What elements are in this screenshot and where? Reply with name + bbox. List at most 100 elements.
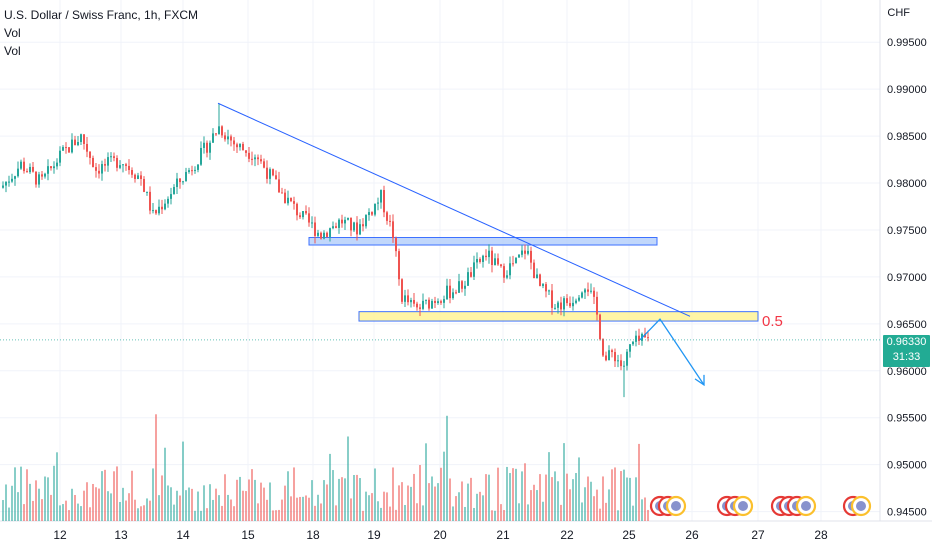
candle-body [461, 281, 463, 289]
candle-body [113, 156, 115, 158]
volume-bar [305, 495, 307, 521]
time-tick-label: 20 [433, 528, 447, 542]
last-price: 0.96330 [886, 336, 927, 348]
volume-bar [422, 505, 424, 521]
candle-body [389, 220, 391, 222]
volume-bar [584, 487, 586, 521]
volume-bar [521, 471, 523, 521]
volume-bar [206, 508, 208, 521]
candle-body [488, 250, 490, 258]
volume-bar [65, 500, 67, 521]
volume-bar [527, 504, 529, 521]
candle-body [632, 341, 634, 345]
candle-body [101, 164, 103, 174]
candle-body [584, 289, 586, 293]
candle-body [164, 203, 166, 210]
volume-bar [80, 506, 82, 521]
volume-bar [395, 509, 397, 521]
volume-bar [512, 468, 514, 521]
volume-bar [164, 447, 166, 521]
volume-bar [434, 486, 436, 521]
price-axis-labels: 0.99500 0.99000 0.98500 0.98000 0.97500 0.970… [887, 37, 927, 518]
candle-body [305, 211, 307, 214]
volume-bar [359, 478, 361, 521]
volume-bar [365, 491, 367, 521]
volume-bar [161, 475, 163, 521]
volume-bar [524, 463, 526, 521]
candle-body [242, 143, 244, 151]
candle-body [581, 292, 583, 298]
volume-bar [386, 492, 388, 521]
volume-bar [482, 495, 484, 521]
candle-body [623, 365, 625, 367]
candle-body [503, 266, 505, 278]
time-tick-label: 27 [751, 528, 765, 542]
volume-indicator-label[interactable]: Vol [4, 26, 21, 40]
volume-bar [278, 509, 280, 521]
volume-bar [293, 467, 295, 521]
candle-body [560, 302, 562, 310]
candle-body [44, 173, 46, 177]
candle-body [191, 170, 193, 172]
candle-body [422, 300, 424, 309]
volume-bar [209, 484, 211, 521]
candle-body [86, 143, 88, 152]
time-tick-label: 26 [685, 528, 699, 542]
volume-bar [557, 481, 559, 521]
candle-body [254, 157, 256, 160]
volume-bar [335, 505, 337, 521]
volume-indicator-label[interactable]: Vol [4, 44, 21, 58]
candle-body [188, 170, 190, 172]
candle-body [239, 143, 241, 148]
candle-body [14, 176, 16, 179]
volume-bar [14, 467, 16, 521]
volume-bar [332, 470, 334, 521]
candle-body [287, 197, 289, 204]
candle-body [326, 232, 328, 237]
candle-body [416, 303, 418, 308]
volume-bar [416, 503, 418, 521]
time-tick-label: 12 [53, 528, 67, 542]
candle-body [443, 299, 445, 303]
volume-bar [515, 468, 517, 521]
volume-bar [98, 488, 100, 521]
volume-bar [506, 466, 508, 521]
volume-bar [188, 487, 190, 521]
candle-body [272, 169, 274, 176]
candle-body [41, 174, 43, 177]
candle-body [359, 224, 361, 235]
candle-body [437, 301, 439, 303]
candle-body [197, 164, 199, 170]
volume-bar [2, 500, 4, 521]
volume-bar [638, 443, 640, 521]
volume-bar [485, 474, 487, 521]
volume-bar [644, 497, 646, 521]
candle-body [464, 285, 466, 289]
symbol-title[interactable]: U.S. Dollar / Swiss Franc, 1h, FXCM [4, 8, 199, 22]
candle-body [419, 307, 421, 309]
volume-bar [89, 507, 91, 521]
volume-bar [494, 510, 496, 521]
candle-body [605, 355, 607, 361]
candle-body [428, 299, 430, 309]
volume-bar [197, 491, 199, 521]
candle-body [404, 295, 406, 302]
volume-bar [263, 487, 265, 521]
volume-bar [353, 475, 355, 521]
candle-body [401, 279, 403, 302]
volume-bar [119, 501, 121, 521]
chart-legend: U.S. Dollar / Swiss Franc, 1h, FXCM Vol … [4, 6, 198, 60]
candle-body [563, 298, 565, 310]
candle-body [554, 307, 556, 309]
price-tick-label: 0.98000 [887, 178, 927, 190]
volume-bar [251, 469, 253, 521]
candle-body [185, 171, 187, 182]
candle-body [368, 212, 370, 216]
volume-bar [413, 473, 415, 521]
volume-bar [428, 483, 430, 521]
volume-bar [329, 453, 331, 521]
candle-body [281, 192, 283, 194]
candle-body [452, 292, 454, 299]
